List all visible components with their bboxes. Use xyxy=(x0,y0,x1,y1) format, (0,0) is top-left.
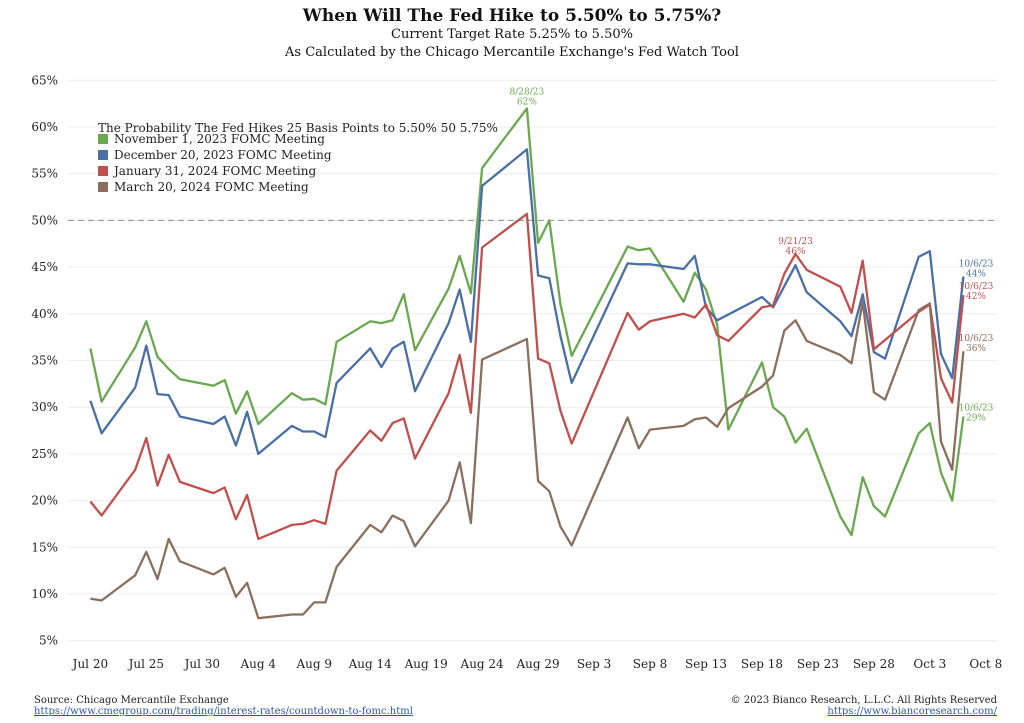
legend: The Probability The Fed Hikes 25 Basis P… xyxy=(98,121,498,194)
annotation-date: 10/6/23 xyxy=(959,404,994,414)
x-tick-label: Aug 9 xyxy=(295,657,332,671)
legend-entry: March 20, 2024 FOMC Meeting xyxy=(114,180,309,194)
annotations: 8/28/2362%10/6/2329%10/6/2344%9/21/2346%… xyxy=(510,87,994,423)
source-note: Source: Chicago Mercantile Exchange http… xyxy=(34,695,413,717)
y-tick-label: 15% xyxy=(31,540,58,554)
copyright-text: © 2023 Bianco Research, L.L.C. All Right… xyxy=(730,695,997,706)
y-tick-label: 55% xyxy=(31,167,58,181)
y-axis: 5% 10% 15% 20% 25% 30% 35% 40% 45% 50% 55% 60% 65% xyxy=(31,73,58,647)
chart-subtitle-2: As Calculated by the Chicago Mercantile … xyxy=(285,45,739,60)
annotation-value: 36% xyxy=(966,344,986,354)
copyright-link[interactable]: https://www.biancoresearch.com/ xyxy=(827,706,997,717)
x-tick-label: Aug 29 xyxy=(516,657,560,671)
legend-entry: November 1, 2023 FOMC Meeting xyxy=(114,132,325,146)
legend-swatch xyxy=(98,150,108,160)
y-tick-label: 10% xyxy=(31,587,58,601)
annotation-value: 46% xyxy=(786,247,806,257)
x-tick-label: Sep 18 xyxy=(741,657,783,671)
grid-lines xyxy=(68,79,997,642)
series-line xyxy=(89,107,965,537)
annotation-date: 8/28/23 xyxy=(510,87,545,97)
legend-entry: January 31, 2024 FOMC Meeting xyxy=(112,164,316,178)
annotation-date: 10/6/23 xyxy=(959,282,994,292)
x-tick-label: Oct 3 xyxy=(913,657,946,671)
x-tick-label: Aug 14 xyxy=(348,657,393,671)
x-tick-label: Sep 8 xyxy=(633,657,667,671)
series-line xyxy=(89,212,965,541)
legend-title: The Probability The Fed Hikes 25 Basis P… xyxy=(98,121,498,135)
series-lines xyxy=(89,107,965,620)
x-tick-label: Jul 25 xyxy=(127,657,164,671)
series-line xyxy=(89,148,965,456)
annotation-date: 10/6/23 xyxy=(959,259,994,269)
series-line xyxy=(90,300,965,620)
x-tick-label: Jul 30 xyxy=(183,657,220,671)
annotation-date: 10/6/23 xyxy=(959,334,994,344)
source-text: Source: Chicago Mercantile Exchange xyxy=(34,695,229,706)
y-tick-label: 65% xyxy=(31,73,58,87)
chart-subtitle: Current Target Rate 5.25% to 5.50% xyxy=(391,27,633,42)
annotation-value: 42% xyxy=(966,292,986,302)
legend-swatch xyxy=(98,182,108,192)
y-tick-label: 5% xyxy=(39,634,58,648)
y-tick-label: 35% xyxy=(31,354,58,368)
y-tick-label: 50% xyxy=(31,213,58,227)
y-tick-label: 60% xyxy=(31,120,58,134)
x-tick-label: Aug 24 xyxy=(460,657,505,671)
x-tick-label: Sep 3 xyxy=(577,657,611,671)
y-tick-label: 20% xyxy=(31,494,58,508)
x-tick-label: Aug 19 xyxy=(404,657,448,671)
annotation-value: 44% xyxy=(966,269,986,279)
x-axis: Jul 20 Jul 25 Jul 30 Aug 4 Aug 9 Aug 14 Aug 19… xyxy=(71,657,1003,671)
y-tick-label: 30% xyxy=(31,400,58,414)
y-tick-label: 40% xyxy=(31,307,58,321)
annotation-value: 29% xyxy=(966,414,986,424)
x-tick-label: Aug 4 xyxy=(240,657,277,671)
x-tick-label: Jul 20 xyxy=(71,657,108,671)
annotation-value: 62% xyxy=(517,97,537,107)
y-tick-label: 25% xyxy=(31,447,58,461)
x-tick-label: Oct 8 xyxy=(969,657,1002,671)
legend-swatch xyxy=(98,166,108,176)
source-link[interactable]: https://www.cmegroup.com/trading/interes… xyxy=(34,706,413,717)
x-tick-label: Sep 13 xyxy=(685,657,727,671)
copyright-note: © 2023 Bianco Research, L.L.C. All Right… xyxy=(731,695,997,717)
annotation-date: 9/21/23 xyxy=(778,237,813,247)
x-tick-label: Sep 28 xyxy=(853,657,895,671)
x-tick-label: Sep 23 xyxy=(797,657,839,671)
y-tick-label: 45% xyxy=(31,260,58,274)
chart-title: When Will The Fed Hike to 5.50% to 5.75%… xyxy=(302,6,722,26)
legend-swatch xyxy=(98,134,108,144)
legend-entry: December 20, 2023 FOMC Meeting xyxy=(114,148,332,162)
